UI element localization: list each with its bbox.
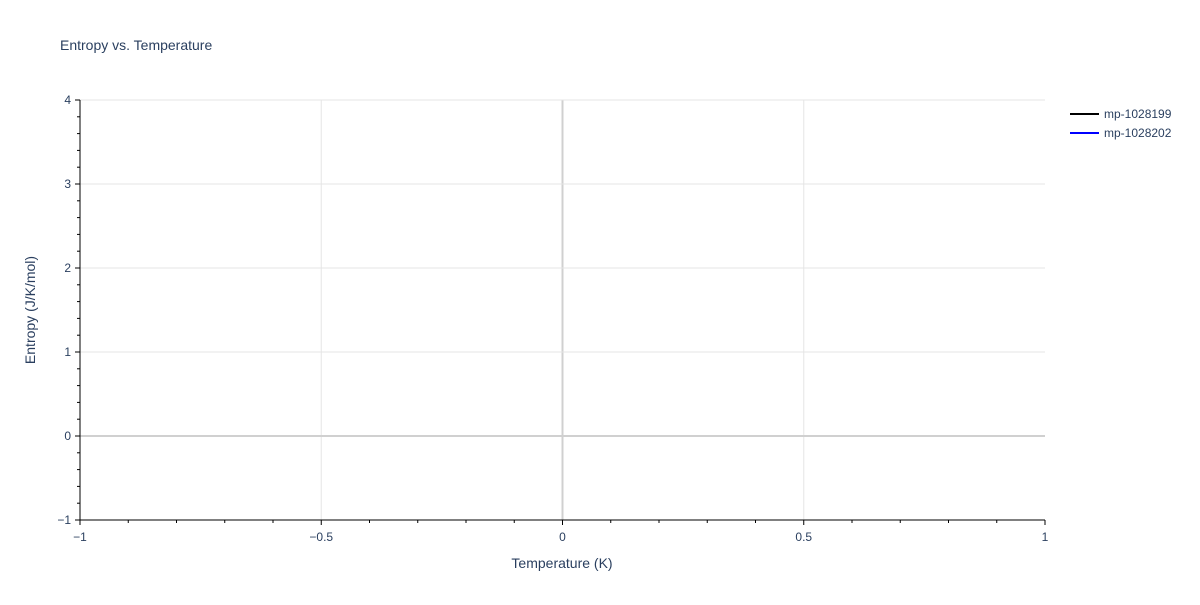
y-tick-label: 3 xyxy=(64,177,71,191)
x-tick-label: 0.5 xyxy=(795,530,812,544)
chart-title: Entropy vs. Temperature xyxy=(60,37,212,53)
x-axis-label: Temperature (K) xyxy=(511,555,612,571)
axes: −1 −0.5 0 0.5 1 −1 0 1 2 3 4 xyxy=(57,93,1048,544)
x-tick-label: 0 xyxy=(559,530,566,544)
y-tick-label: 2 xyxy=(64,261,71,275)
y-tick-label: −1 xyxy=(57,513,71,527)
x-tick-label: −0.5 xyxy=(309,530,333,544)
y-tick-label: 0 xyxy=(64,429,71,443)
legend-label: mp-1028202 xyxy=(1104,126,1172,140)
legend: mp-1028199 mp-1028202 xyxy=(1070,107,1172,140)
x-tick-label: −1 xyxy=(73,530,87,544)
y-tick-label: 1 xyxy=(64,345,71,359)
y-tick-label: 4 xyxy=(64,93,71,107)
legend-label: mp-1028199 xyxy=(1104,107,1172,121)
gridlines xyxy=(80,99,1045,520)
x-tick-label: 1 xyxy=(1042,530,1049,544)
y-axis-label: Entropy (J/K/mol) xyxy=(22,256,38,364)
